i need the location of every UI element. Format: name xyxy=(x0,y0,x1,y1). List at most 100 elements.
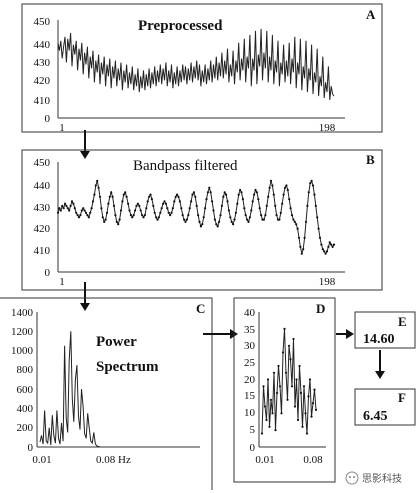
panel-a-trace xyxy=(57,28,335,101)
panel-b-point-15 xyxy=(77,216,81,219)
panel-b-point-123 xyxy=(229,216,232,219)
panel-b-point-48 xyxy=(124,191,127,194)
box-f-frame xyxy=(354,388,416,426)
panel-b-point-93 xyxy=(187,214,190,217)
panel-c-ytick-2: 1000 xyxy=(11,345,34,357)
panel-c-xtick-1: 0.08 Hz xyxy=(96,454,131,466)
panel-b-point-105 xyxy=(204,207,207,210)
panel-a-letter: A xyxy=(366,7,376,22)
panel-d-xtick-1: 0.08 xyxy=(303,454,323,466)
panel-b-point-125 xyxy=(232,223,235,226)
panel-b-point-186 xyxy=(317,227,320,230)
panel-b-point-20 xyxy=(84,211,88,214)
arrow-a-to-b xyxy=(80,130,90,159)
panel-b-point-65 xyxy=(148,195,151,198)
box-e-frame xyxy=(354,311,416,349)
panel-d-ytick-4: 20 xyxy=(244,374,256,386)
panel-b-point-189 xyxy=(321,248,324,251)
panel-b-point-195 xyxy=(330,243,333,246)
panel-b-point-152 xyxy=(269,179,273,182)
panel-c-ytick-0: 1400 xyxy=(11,307,34,319)
panel-d-point-31 xyxy=(307,395,310,398)
panel-b-point-172 xyxy=(297,236,301,239)
panel-d-point-27 xyxy=(301,425,304,428)
panel-b-point-126 xyxy=(233,218,236,221)
panel-b-point-72 xyxy=(157,216,160,219)
panel-b-point-73 xyxy=(159,211,162,214)
panel-b-point-37 xyxy=(108,195,111,198)
panel-b-point-32 xyxy=(101,216,104,219)
panel-d-point-18 xyxy=(287,344,291,347)
panel-b-point-139 xyxy=(251,200,254,203)
panel-b-point-74 xyxy=(160,207,163,210)
panel-d-ytick-8: 0 xyxy=(250,442,256,454)
panel-b-point-184 xyxy=(314,204,317,207)
panel-b-point-35 xyxy=(105,211,109,214)
panel-d-point-8 xyxy=(272,371,276,374)
panel-b-point-135 xyxy=(246,218,249,221)
panel-b-point-171 xyxy=(296,227,299,230)
panel-d-point-20 xyxy=(290,385,294,388)
panel-b-point-87 xyxy=(178,200,181,203)
panel-c-ytick-6: 200 xyxy=(17,422,34,434)
panel-c-title-line2: Spectrum xyxy=(96,359,159,375)
panel-b-point-192 xyxy=(325,250,329,253)
panel-b-point-88 xyxy=(180,207,183,210)
panel-b-point-29 xyxy=(97,186,100,189)
panel-b-point-68 xyxy=(152,204,155,207)
panel-b-point-127 xyxy=(234,211,237,214)
panel-d-point-26 xyxy=(299,391,303,395)
panel-b-letter: B xyxy=(366,152,375,167)
arrow-d-to-e xyxy=(336,329,354,339)
panel-b-point-17 xyxy=(80,209,83,212)
panel-d-point-21 xyxy=(292,337,295,341)
panel-b-point-177 xyxy=(304,220,308,223)
panel-b-point-183 xyxy=(313,193,316,196)
panel-b-frame xyxy=(21,149,383,291)
panel-b-point-40 xyxy=(112,204,116,207)
panel-b-point-136 xyxy=(247,220,250,223)
panel-d: 40 35 30 25 20 15 10 5 0 0.01 0.08 D xyxy=(233,297,336,483)
panel-c-frame xyxy=(0,297,213,490)
panel-b-point-149 xyxy=(265,204,268,207)
panel-a-frame xyxy=(21,3,383,133)
panel-b-point-62 xyxy=(143,214,146,217)
panel-b-point-45 xyxy=(119,209,123,212)
panel-b-point-167 xyxy=(290,214,294,217)
panel-b-point-121 xyxy=(226,200,229,203)
panel-d-ytick-0: 40 xyxy=(244,307,256,319)
panel-b-point-140 xyxy=(253,193,256,196)
panel-b-point-138 xyxy=(250,209,253,212)
panel-b-xtick-1: 198 xyxy=(319,276,336,288)
panel-b-point-137 xyxy=(248,216,251,219)
panel-b-point-80 xyxy=(169,214,172,217)
panel-b-title: Bandpass filtered xyxy=(133,158,238,174)
panel-b-point-49 xyxy=(125,195,128,198)
panel-b-point-119 xyxy=(223,191,226,194)
box-e-value: 14.60 xyxy=(363,332,395,347)
panel-b-point-78 xyxy=(166,207,169,210)
panel-d-point-13 xyxy=(280,412,283,415)
panel-b-point-179 xyxy=(307,191,310,194)
panel-b-point-84 xyxy=(174,195,177,198)
panel-b-point-91 xyxy=(184,220,187,223)
panel-b-point-83 xyxy=(173,200,176,203)
panel-b-point-95 xyxy=(190,200,193,203)
panel-b-point-24 xyxy=(90,207,93,210)
panel-d-point-32 xyxy=(308,378,312,381)
panel-b-point-118 xyxy=(222,195,225,198)
panel-b-point-156 xyxy=(275,214,278,217)
panel-b-point-169 xyxy=(293,220,296,223)
panel-b-point-70 xyxy=(155,216,158,219)
panel-b-point-114 xyxy=(216,225,219,228)
panel-b-point-63 xyxy=(145,207,148,210)
panel-b-ytick-5: 0 xyxy=(45,267,51,279)
panel-b-point-56 xyxy=(135,204,138,207)
panel-b-point-92 xyxy=(185,218,188,221)
panel-b-point-38 xyxy=(110,191,113,194)
box-f: F 6.45 xyxy=(354,388,416,426)
panel-b-point-165 xyxy=(288,198,291,201)
panel-c-ytick-1: 1200 xyxy=(11,326,34,338)
panel-b-point-124 xyxy=(230,220,233,223)
panel-b-point-14 xyxy=(76,214,79,217)
